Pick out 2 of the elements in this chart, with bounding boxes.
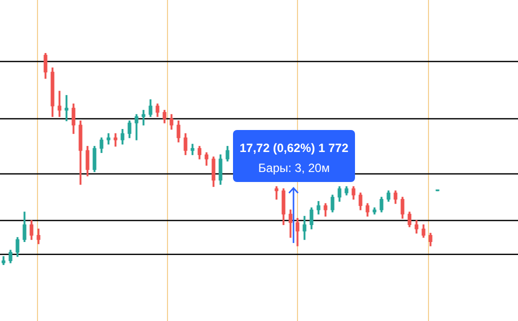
annotation: Бары: 3, 20м bbox=[257, 160, 331, 177]
annotation: 17,72 (0,62%) 1 772 bbox=[238, 140, 350, 157]
